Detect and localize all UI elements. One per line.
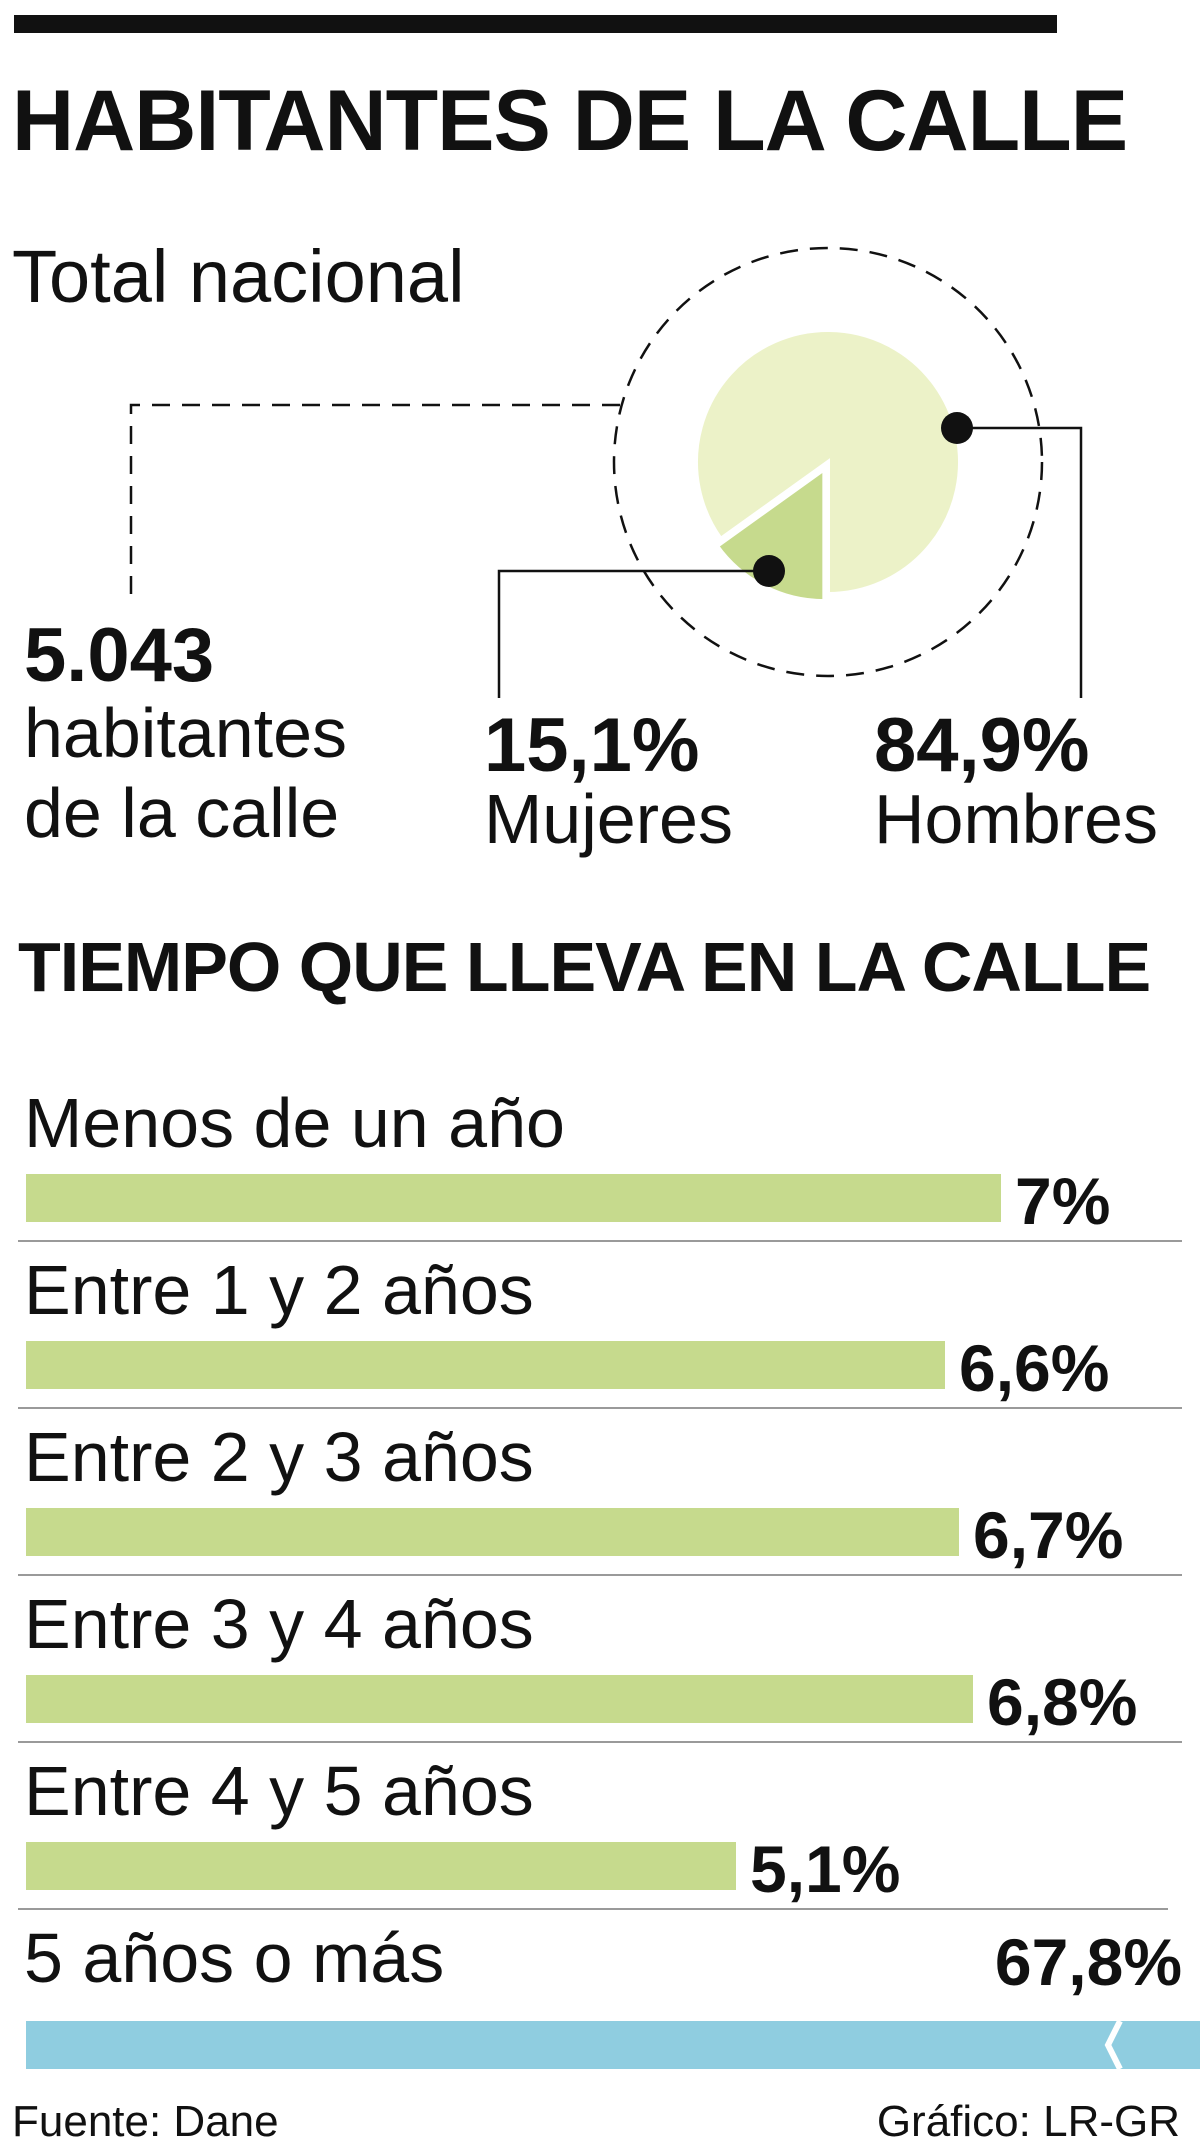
section-title: TIEMPO QUE LLEVA EN LA CALLE <box>18 928 1151 1006</box>
row-separator <box>18 1407 1182 1409</box>
men-leader-dot <box>941 412 973 444</box>
row-separator <box>18 1240 1182 1242</box>
axis-break-mark <box>1104 2021 1123 2069</box>
gender-pie-chart <box>129 246 1083 698</box>
bar-entre-4-y-5 <box>26 1842 736 1890</box>
row-separator <box>18 1908 1168 1910</box>
source-note: Fuente: Dane <box>12 2097 279 2146</box>
bar-5-o-mas <box>26 2021 1200 2069</box>
total-connector <box>129 403 620 595</box>
page-title: HABITANTES DE LA CALLE <box>12 73 1128 169</box>
bar-value-entre-4-y-5: 5,1% <box>750 1832 901 1906</box>
men-label: Hombres <box>874 780 1158 858</box>
total-label-line2: de la calle <box>24 774 340 852</box>
bar-label-entre-3-y-4: Entre 3 y 4 años <box>24 1585 534 1663</box>
bar-value-menos-de-un-ano: 7% <box>1015 1164 1111 1238</box>
women-label: Mujeres <box>484 780 733 858</box>
bar-label-menos-de-un-ano: Menos de un año <box>24 1084 565 1162</box>
subtitle: Total nacional <box>12 235 465 318</box>
bar-label-entre-2-y-3: Entre 2 y 3 años <box>24 1418 534 1496</box>
women-percent: 15,1% <box>484 703 700 788</box>
women-leader-dot <box>753 555 785 587</box>
credit-note: Gráfico: LR-GR <box>876 2097 1180 2146</box>
bar-menos-de-un-ano <box>26 1174 1001 1222</box>
total-value: 5.043 <box>24 613 215 698</box>
total-label-line1: habitantes <box>24 694 348 772</box>
women-leader-line <box>497 569 769 698</box>
bar-value-entre-1-y-2: 6,6% <box>959 1331 1110 1405</box>
bar-entre-2-y-3 <box>26 1508 959 1556</box>
pie-slice-men <box>694 328 962 597</box>
top-rule <box>14 15 1057 33</box>
bar-label-entre-4-y-5: Entre 4 y 5 años <box>24 1752 534 1830</box>
bar-value-entre-3-y-4: 6,8% <box>987 1665 1138 1739</box>
bar-entre-3-y-4 <box>26 1675 973 1723</box>
men-percent: 84,9% <box>874 703 1090 788</box>
row-separator <box>18 1741 1182 1743</box>
men-leader-line <box>957 426 1083 698</box>
row-separator <box>18 1574 1182 1576</box>
bar-entre-1-y-2 <box>26 1341 945 1389</box>
pie-slice-women <box>714 465 827 604</box>
bar-label-5-o-mas: 5 años o más <box>24 1919 445 1997</box>
bar-value-5-o-mas: 67,8% <box>994 1925 1182 1999</box>
bar-value-entre-2-y-3: 6,7% <box>973 1498 1124 1572</box>
pie-dashed-ring <box>612 246 1044 678</box>
bar-label-entre-1-y-2: Entre 1 y 2 años <box>24 1251 534 1329</box>
